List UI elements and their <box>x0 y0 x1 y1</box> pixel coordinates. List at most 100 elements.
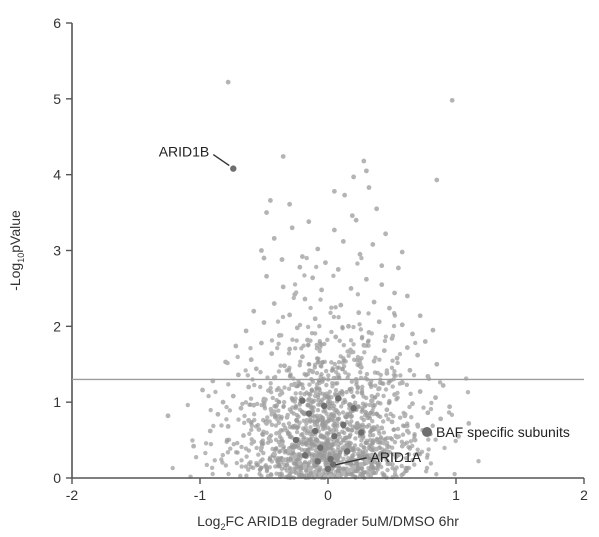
data-point <box>384 370 390 376</box>
data-point <box>323 420 329 426</box>
data-point <box>349 413 355 419</box>
data-point <box>239 444 244 450</box>
data-point <box>351 342 356 347</box>
data-point <box>318 399 324 405</box>
data-point <box>314 413 320 419</box>
data-point <box>246 417 252 423</box>
data-point <box>268 198 273 203</box>
data-point <box>392 290 397 296</box>
data-point <box>272 412 278 418</box>
data-point <box>302 463 308 469</box>
data-point <box>279 442 285 448</box>
data-point <box>355 292 361 297</box>
data-point <box>374 446 380 452</box>
data-point <box>280 314 286 320</box>
data-point <box>399 463 404 469</box>
data-point <box>360 470 365 475</box>
data-point <box>361 158 367 164</box>
data-point <box>286 386 292 392</box>
data-point <box>404 382 410 388</box>
data-point <box>238 473 243 479</box>
data-point <box>247 402 252 407</box>
x-tick-label: 2 <box>580 487 588 503</box>
data-point <box>219 423 224 428</box>
data-point <box>379 425 385 431</box>
data-point <box>333 305 338 310</box>
data-point <box>312 463 317 468</box>
data-point <box>356 404 361 410</box>
data-point <box>373 383 378 388</box>
baf-data-point <box>299 397 306 404</box>
data-point <box>244 454 249 459</box>
x-tick-label: 1 <box>452 487 460 503</box>
legend: BAF specific subunits <box>422 424 570 440</box>
data-point <box>343 359 348 364</box>
data-point <box>293 470 299 476</box>
data-point <box>300 426 306 431</box>
data-point <box>363 440 368 446</box>
data-point <box>323 368 329 374</box>
data-point <box>290 337 295 342</box>
data-point <box>382 338 388 344</box>
data-point <box>208 441 214 447</box>
data-point <box>261 255 267 261</box>
data-point <box>359 334 365 340</box>
data-point <box>330 381 335 386</box>
data-point <box>406 465 412 471</box>
data-point <box>449 412 455 417</box>
data-point <box>320 453 325 458</box>
data-point <box>306 403 311 408</box>
data-point <box>440 383 446 388</box>
data-point <box>348 286 354 291</box>
data-point <box>378 372 383 378</box>
data-point <box>305 398 311 403</box>
data-point <box>212 458 217 463</box>
data-point <box>280 428 285 433</box>
baf-data-point <box>317 444 324 451</box>
data-point <box>349 379 355 384</box>
data-point <box>325 441 331 446</box>
data-point <box>264 421 269 426</box>
x-axis-title-suffix: FC ARID1B degrader 5uM/DMSO 6hr <box>225 513 459 529</box>
baf-data-point <box>327 455 334 463</box>
data-point <box>383 387 389 392</box>
data-point <box>203 450 208 456</box>
data-point <box>266 436 272 441</box>
data-point <box>289 225 295 231</box>
data-point <box>392 439 398 445</box>
data-point <box>279 466 285 472</box>
data-point <box>349 456 354 461</box>
data-point <box>392 369 397 374</box>
data-point <box>282 385 287 390</box>
data-point <box>208 407 213 413</box>
data-point <box>341 456 346 462</box>
data-point <box>381 440 387 446</box>
data-point <box>302 273 307 278</box>
data-point <box>316 386 322 391</box>
data-point <box>211 423 216 429</box>
data-point <box>394 465 399 470</box>
data-point <box>357 251 363 257</box>
data-point <box>360 384 365 390</box>
data-point <box>294 325 300 331</box>
data-point <box>297 420 302 425</box>
data-point <box>395 360 400 366</box>
data-point <box>298 390 303 396</box>
data-point <box>304 421 309 426</box>
data-point <box>415 422 420 428</box>
data-point <box>434 361 440 367</box>
data-point <box>287 201 292 207</box>
data-point <box>376 455 382 461</box>
data-point <box>325 337 330 343</box>
data-point <box>302 371 307 377</box>
data-point <box>246 467 251 472</box>
data-point <box>288 373 293 378</box>
data-point <box>206 393 211 399</box>
data-point <box>276 430 282 435</box>
data-point <box>367 437 373 443</box>
data-point <box>220 399 226 405</box>
data-point <box>315 360 320 365</box>
data-point <box>292 381 298 387</box>
data-point <box>297 322 303 328</box>
